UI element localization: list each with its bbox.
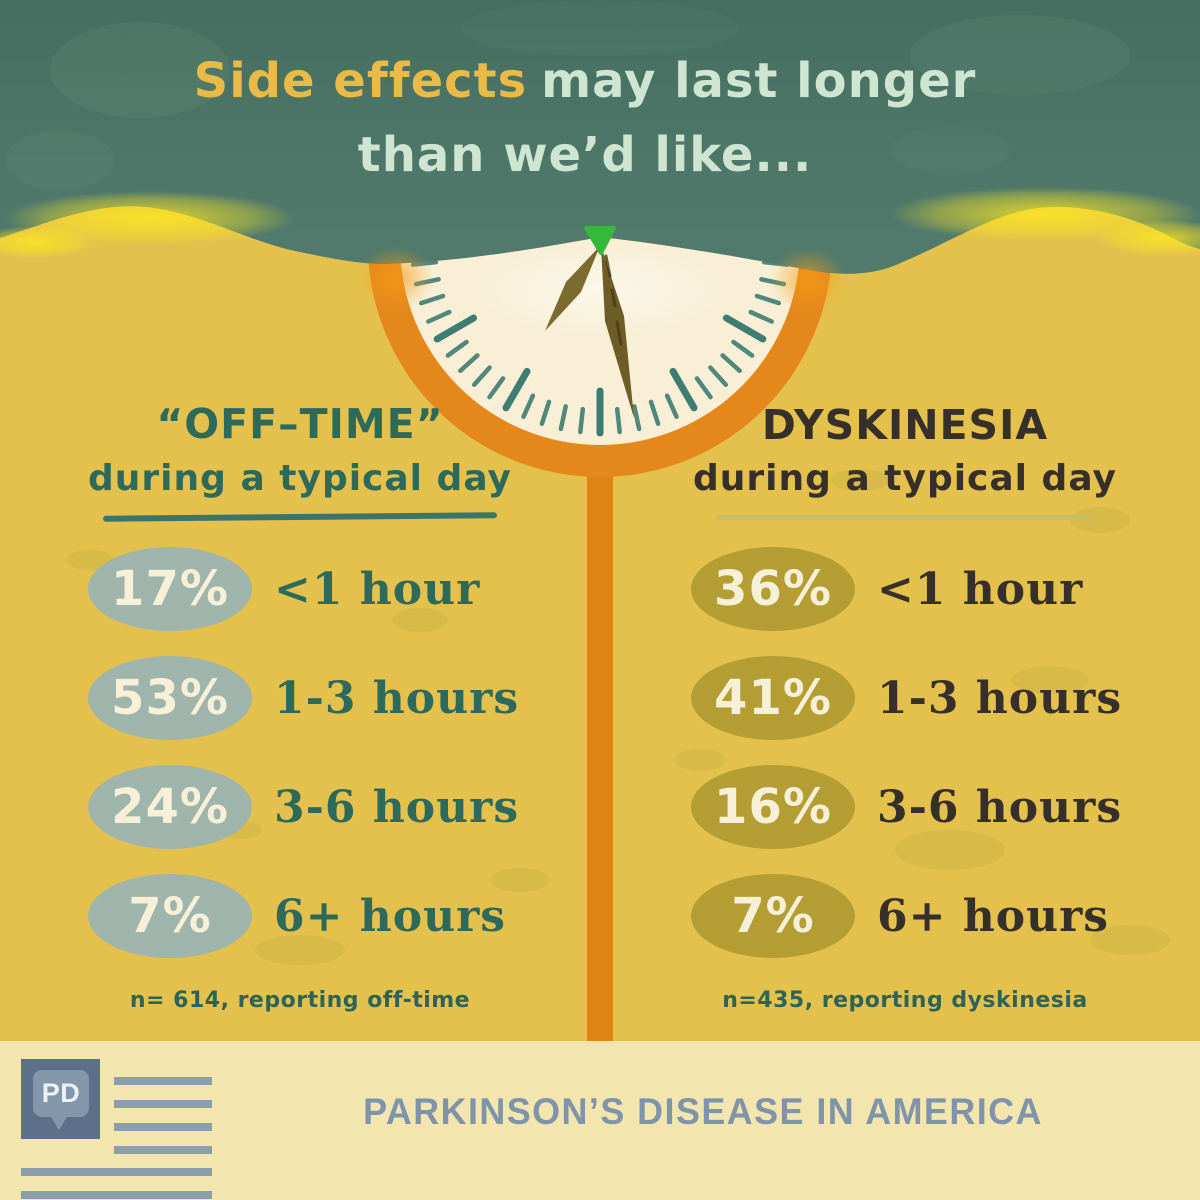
percent-value: 16% [714, 779, 832, 835]
stat-row: 17% <1 hour [88, 547, 519, 631]
percent-badge: 17% [88, 547, 252, 631]
title-rest: may last longer [541, 53, 977, 109]
stat-row: 41% 1-3 hours [691, 656, 1122, 740]
flag-stripe [21, 1191, 212, 1199]
minute-hand-detail [604, 254, 623, 346]
percent-value: 7% [128, 888, 212, 944]
logo-monogram: PD [41, 1078, 81, 1108]
percent-badge: 7% [88, 874, 252, 958]
percent-value: 24% [111, 779, 229, 835]
flag-stripe [114, 1100, 212, 1108]
off-time-stats: 17% <1 hour 53% 1-3 hours 24% 3-6 hours … [88, 547, 519, 983]
speckle-highlights [0, 187, 1200, 312]
percent-badge: 24% [88, 765, 252, 849]
hour-hand [545, 246, 600, 331]
stat-label: 6+ hours [274, 890, 507, 942]
percent-value: 7% [731, 888, 815, 944]
brand-title: PARKINSON’S DISEASE IN AMERICA [363, 1091, 1043, 1132]
stat-label: <1 hour [274, 563, 481, 615]
dyskinesia-footnote: n=435, reporting dyskinesia [722, 988, 1088, 1013]
stat-row: 24% 3-6 hours [88, 765, 519, 849]
stat-label: 1-3 hours [274, 672, 520, 724]
stat-label: 1-3 hours [877, 672, 1123, 724]
percent-badge: 16% [691, 765, 855, 849]
page-title: Side effects may last longer than we’d li… [0, 44, 1170, 192]
clock-pivot [584, 226, 616, 255]
percent-value: 41% [714, 670, 832, 726]
flag-stripe [114, 1077, 212, 1085]
percent-value: 17% [111, 561, 229, 617]
percent-badge: 53% [88, 656, 252, 740]
dyskinesia-underline [716, 515, 1092, 520]
stat-row: 36% <1 hour [691, 547, 1122, 631]
stat-row: 16% 3-6 hours [691, 765, 1122, 849]
flag-stripe [114, 1146, 212, 1154]
stat-label: 3-6 hours [877, 781, 1123, 833]
percent-badge: 41% [691, 656, 855, 740]
stat-row: 7% 6+ hours [88, 874, 519, 958]
dyskinesia-stats: 36% <1 hour 41% 1-3 hours 16% 3-6 hours … [691, 547, 1122, 983]
off-time-footnote: n= 614, reporting off-time [129, 988, 471, 1013]
clock-scene [0, 0, 1200, 1041]
clock-tick-marks [410, 259, 790, 437]
stat-label: 3-6 hours [274, 781, 520, 833]
flag-stripe [21, 1168, 212, 1176]
percent-value: 36% [714, 561, 832, 617]
percent-badge: 36% [691, 547, 855, 631]
clock-stem [587, 430, 613, 1041]
dyskinesia-header: DYSKINESIA [761, 401, 1049, 449]
stat-label: 6+ hours [877, 890, 1110, 942]
stat-row: 53% 1-3 hours [88, 656, 519, 740]
title-line-1: Side effects may last longer [0, 44, 1170, 118]
off-time-subheader: during a typical day [88, 458, 512, 499]
teal-texture [5, 0, 1130, 190]
title-highlight: Side effects [193, 53, 528, 109]
pd-flag-logo: PD [21, 1059, 212, 1199]
off-time-header: “OFF–TIME” [156, 400, 444, 448]
speech-bubble-icon: PD [33, 1070, 89, 1117]
speech-bubble-tail [51, 1117, 67, 1130]
percent-badge: 7% [691, 874, 855, 958]
stat-label: <1 hour [877, 563, 1084, 615]
flag-canton: PD [21, 1059, 100, 1139]
title-line-2: than we’d like... [357, 127, 813, 183]
footer-band: PD PARKINSON’S DISEASE IN AMERICA [0, 1041, 1200, 1200]
stat-row: 7% 6+ hours [691, 874, 1122, 958]
dyskinesia-subheader: during a typical day [693, 458, 1117, 499]
flag-stripe [114, 1123, 212, 1131]
artwork-area: Side effects may last longer than we’d li… [0, 0, 1200, 1041]
percent-value: 53% [111, 670, 229, 726]
